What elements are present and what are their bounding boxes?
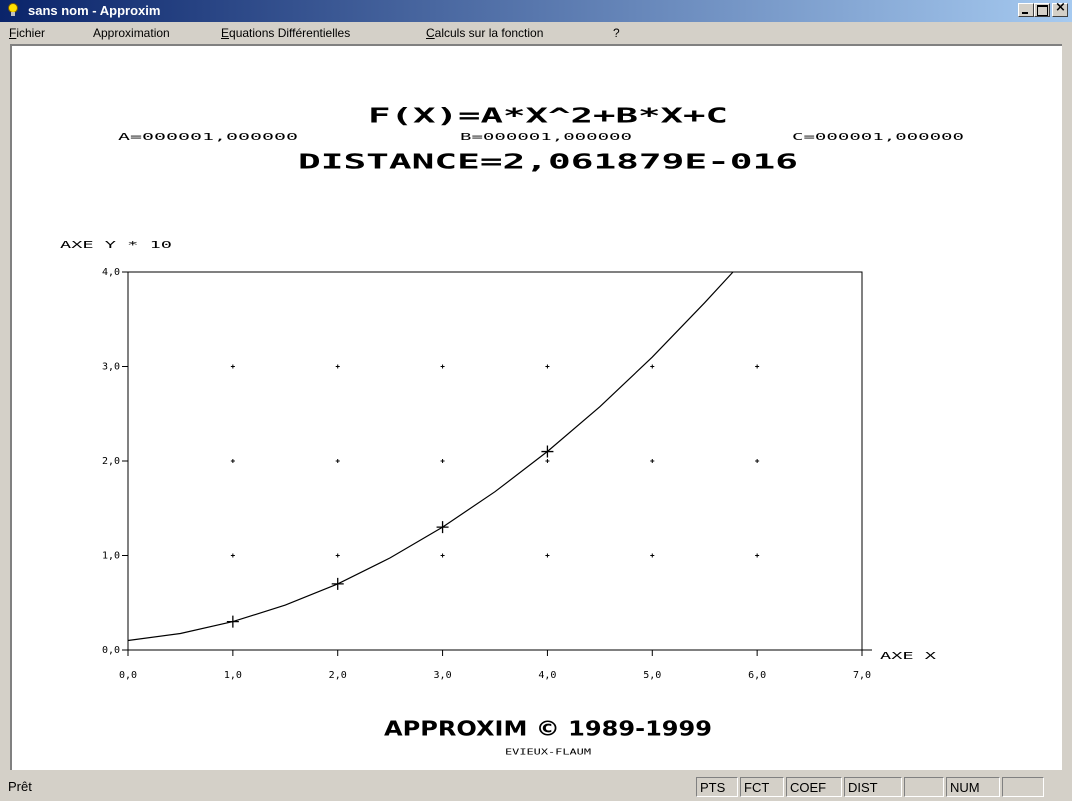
app-icon [8, 3, 18, 16]
grid-dot [755, 553, 760, 558]
chart-title: F(X)=A*X^2+B*X+C [368, 104, 728, 128]
status-pane: COEF [786, 777, 842, 797]
close-button[interactable]: × [1052, 0, 1068, 17]
x-tick-label: 3,0 [434, 670, 452, 681]
grid-dot [755, 364, 760, 369]
menu-item[interactable]: Fichier [9, 26, 46, 40]
status-pane: DIST [844, 777, 902, 797]
x-tick-label: 6,0 [748, 670, 766, 681]
x-tick-label: 4,0 [538, 670, 556, 681]
status-pane-blank [1002, 777, 1044, 797]
x-tick-label: 0,0 [119, 670, 137, 681]
minimize-button[interactable] [1018, 3, 1034, 17]
chart: F(X)=A*X^2+B*X+C A=000001,000000 B=00000… [60, 104, 964, 757]
data-point [331, 577, 344, 590]
y-tick-label: 4,0 [102, 267, 120, 278]
grid-dot [440, 553, 445, 558]
status-bar: Prêt PTS FCT COEF DIST NUM [0, 772, 1072, 801]
coefficient: B=000001,000000 [460, 132, 632, 143]
grid-dot [755, 459, 760, 463]
x-tick-label: 7,0 [853, 670, 871, 681]
grid-dot [335, 553, 340, 558]
grid-dot [230, 364, 235, 369]
y-axis-label: AXE Y * 10 [60, 240, 172, 251]
data-point [226, 615, 239, 628]
status-pane: PTS [696, 777, 738, 797]
menu-item[interactable]: Approximation [93, 26, 170, 40]
grid-dot [440, 459, 445, 463]
status-pane: NUM [946, 777, 1000, 797]
grid-dot [335, 459, 340, 463]
grid-dot [650, 459, 655, 463]
grid-dot [545, 553, 550, 558]
chart-subtitle: DISTANCE=2,061879E-016 [298, 150, 798, 174]
status-pane-blank [904, 777, 944, 797]
chart-group: F(X)=A*X^2+B*X+C A=000001,000000 B=00000… [60, 104, 964, 757]
footer-title: APPROXIM © 1989-1999 [384, 717, 712, 741]
title-bar: sans nom - Approxim × [0, 0, 1072, 22]
grid-dot [440, 364, 445, 369]
coefficient: A=000001,000000 [118, 132, 298, 143]
maximize-button[interactable] [1034, 3, 1050, 17]
status-pane: FCT [740, 777, 784, 797]
grid-dot [230, 553, 235, 558]
data-point [436, 521, 449, 534]
footer-author: EVIEUX-FLAUM [505, 748, 591, 757]
grid-dot [545, 459, 550, 463]
grid-dot [650, 364, 655, 369]
status-text: Prêt [8, 779, 32, 794]
window-title: sans nom - Approxim [28, 3, 161, 18]
menu-item[interactable]: Calculs sur la fonction [426, 26, 544, 40]
x-axis-label: AXE X [880, 651, 936, 662]
y-tick-label: 0,0 [102, 645, 120, 656]
client-area: F(X)=A*X^2+B*X+C A=000001,000000 B=00000… [10, 44, 1062, 770]
grid-dot [230, 459, 235, 463]
grid-dot [545, 364, 550, 369]
plot-frame [127, 271, 863, 651]
grid-dot [650, 553, 655, 558]
y-tick-label: 3,0 [102, 362, 120, 373]
y-tick-label: 2,0 [102, 456, 120, 467]
data-point [541, 445, 554, 458]
x-tick-label: 5,0 [643, 670, 661, 681]
curve [127, 271, 734, 642]
menu-item[interactable]: ? [613, 26, 620, 40]
x-tick-label: 1,0 [224, 670, 242, 681]
grid-dot [335, 364, 340, 369]
coefficient: C=000001,000000 [792, 132, 964, 143]
menu-item[interactable]: Equations Différentielles [221, 26, 351, 40]
y-tick-label: 1,0 [102, 551, 120, 562]
x-tick-label: 2,0 [329, 670, 347, 681]
